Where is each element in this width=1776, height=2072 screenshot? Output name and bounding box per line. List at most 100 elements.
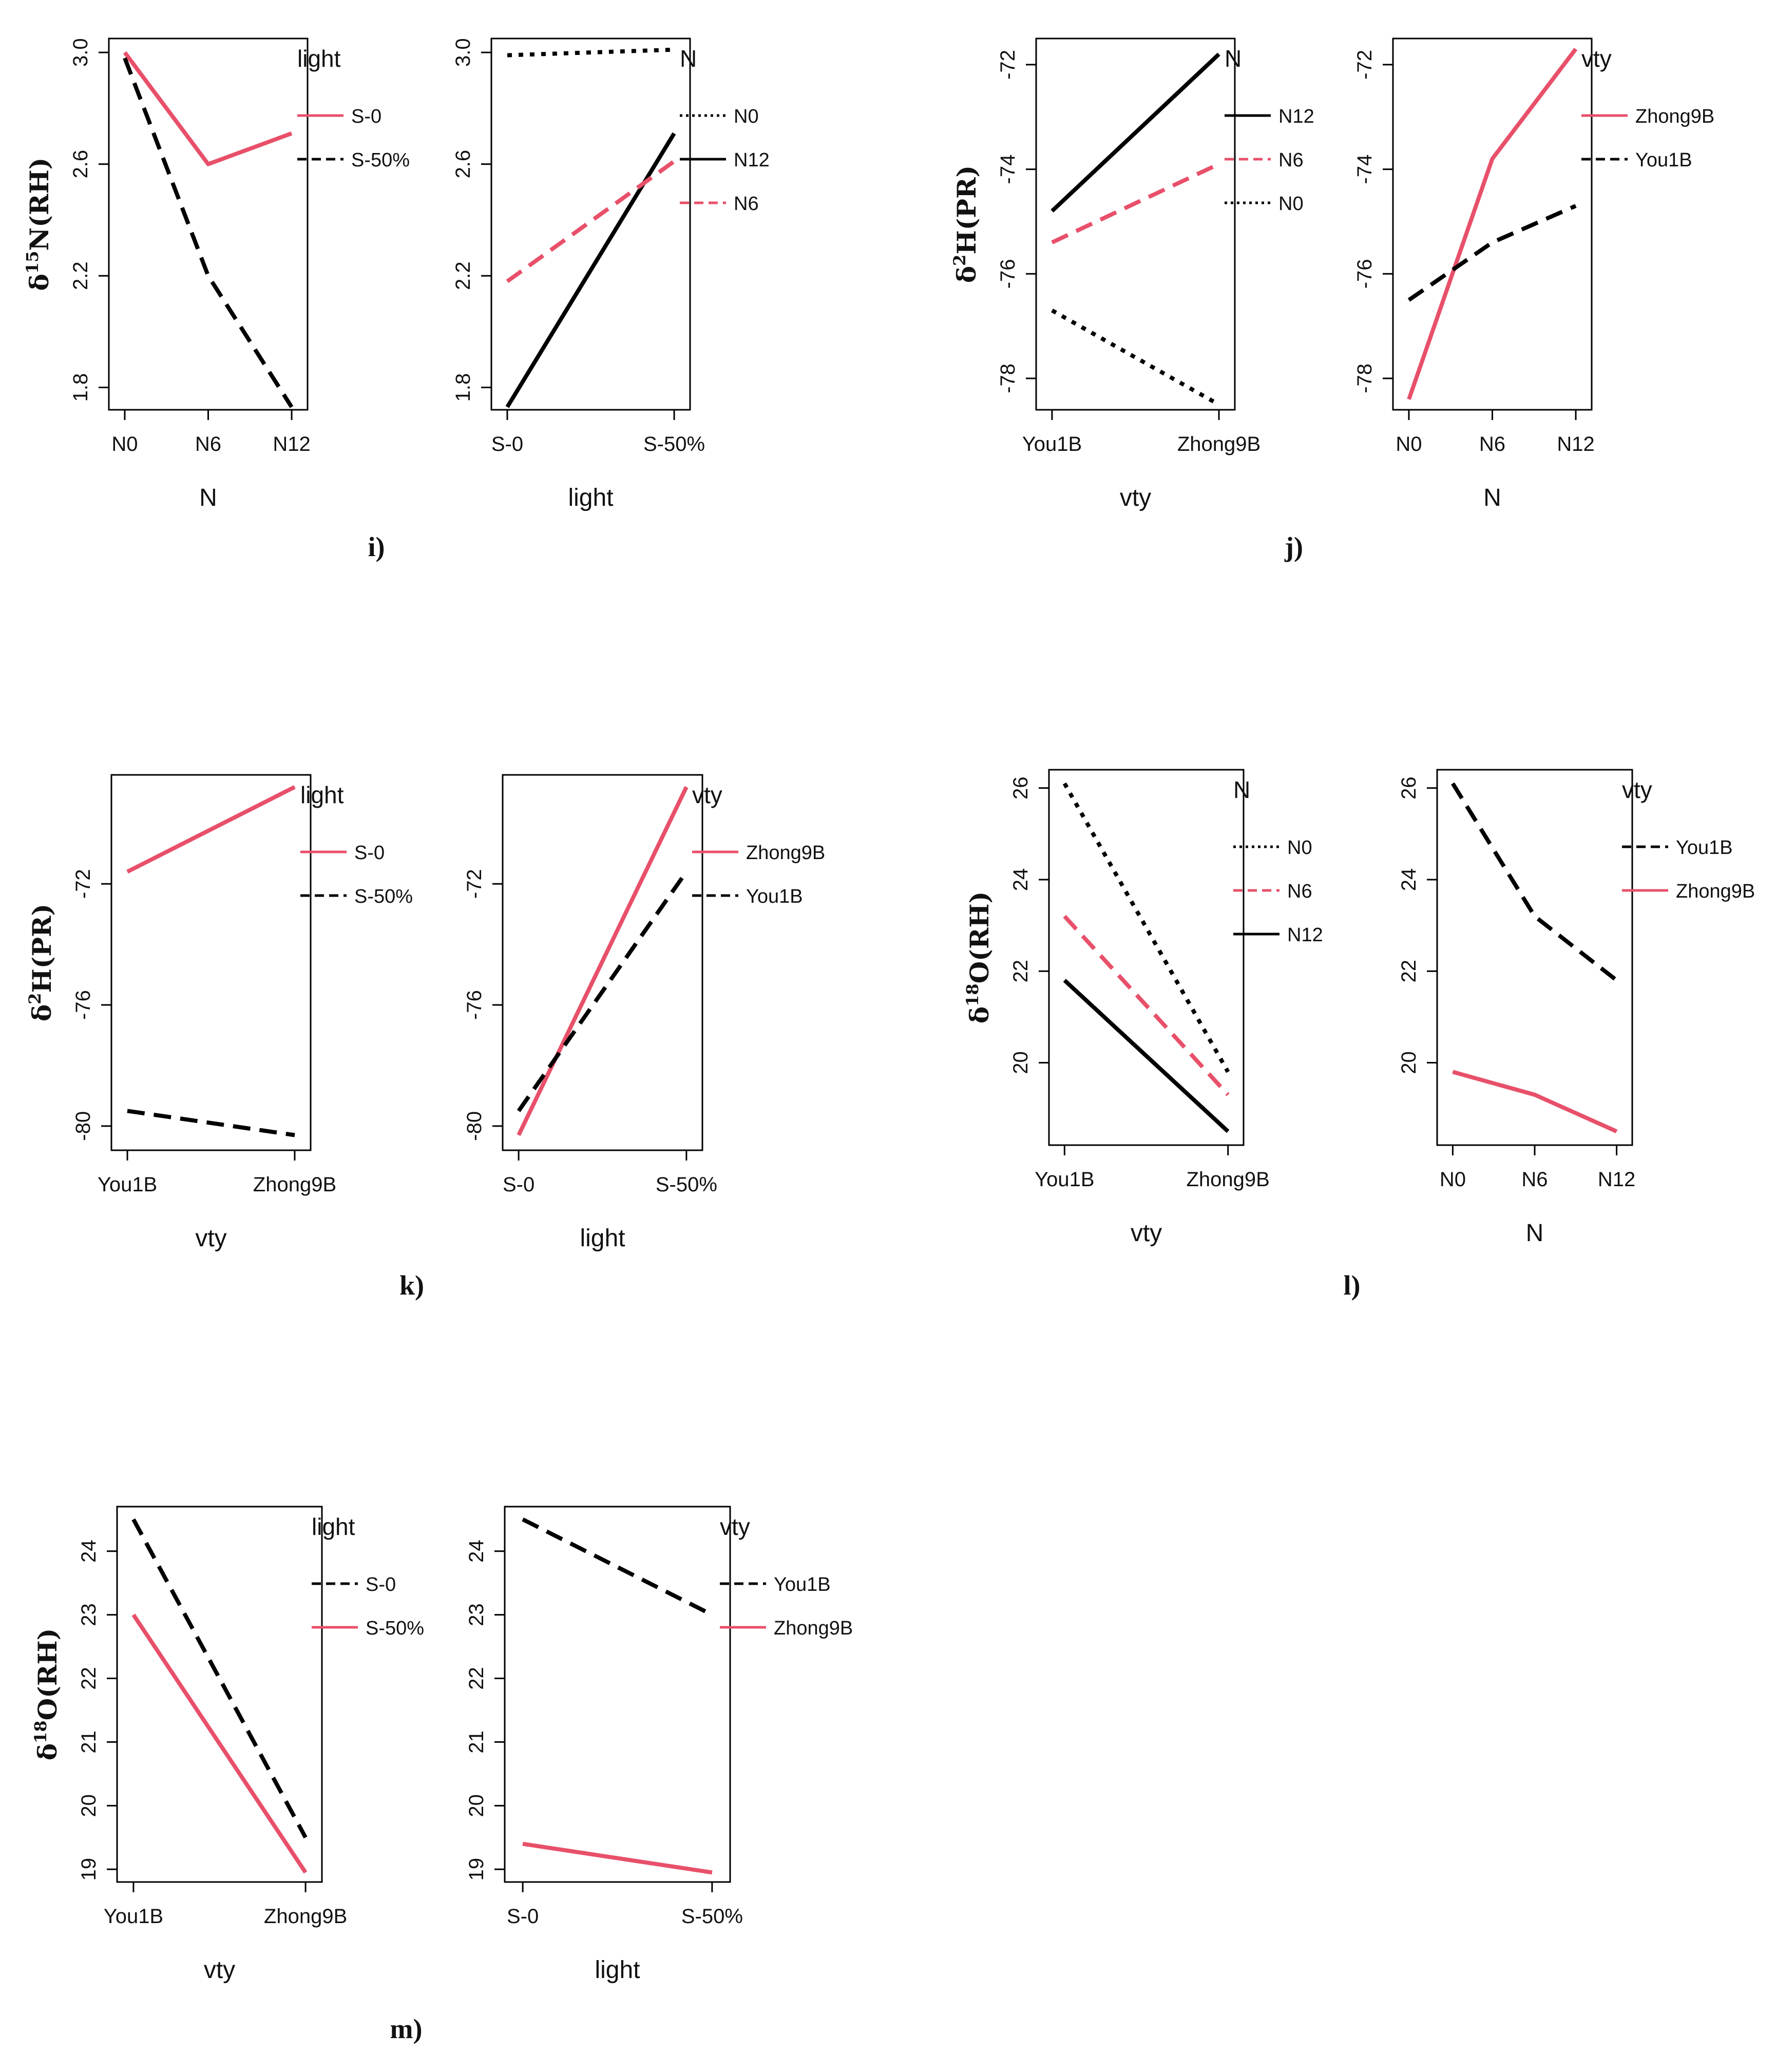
x-tick-label: S-0: [491, 433, 523, 455]
series-line-zhong9b: [522, 1841, 713, 1875]
y-tick-label: 24: [78, 1539, 100, 1563]
series-line-you1b: [522, 1517, 713, 1617]
panel-label-i: i): [368, 531, 385, 562]
x-axis-label: vty: [195, 1225, 226, 1252]
legend-label: Zhong9B: [1676, 881, 1755, 902]
legend-label: N6: [1287, 881, 1312, 902]
x-tick-label: N0: [111, 433, 138, 455]
legend-label: You1B: [1635, 149, 1692, 171]
plot-frame: [504, 1506, 731, 1883]
series-line-n0: [1051, 309, 1220, 407]
panel-label-j: j): [1284, 531, 1303, 562]
y-tick-label: -72: [72, 869, 94, 899]
legend-label: N6: [1278, 149, 1304, 171]
series-line-you1b: [1407, 204, 1577, 302]
legend-label: You1B: [1676, 837, 1733, 859]
y-tick-label: 20: [78, 1794, 100, 1817]
x-tick-label: You1B: [1022, 433, 1082, 455]
y-tick-label: -74: [1353, 155, 1376, 184]
legend-title: vty: [1622, 776, 1652, 803]
x-tick-label: N6: [1521, 1168, 1548, 1191]
x-axis-label: N: [1483, 484, 1501, 511]
x-axis-label: N: [1526, 1220, 1544, 1247]
y-tick-label: -76: [1353, 259, 1376, 289]
y-tick-label: -78: [997, 364, 1019, 393]
chart-2: 1.8 2.2 2.6 3.0 S-0 S-50% light N N0 N12 N6: [452, 37, 770, 511]
x-tick-label: N12: [273, 433, 310, 455]
y-tick-label: 21: [465, 1731, 488, 1754]
legend-label: Zhong9B: [746, 842, 825, 864]
y-tick-label: 26: [1009, 776, 1032, 800]
y-axis-label: δ2H(PR): [950, 165, 982, 283]
series-line-n0: [507, 47, 675, 58]
y-axis-label: δ2H(PR): [25, 904, 57, 1021]
legend-label: S-0: [351, 106, 381, 127]
y-tick-label: 24: [1009, 868, 1032, 891]
legend-label: You1B: [746, 886, 803, 907]
x-tick-label: N12: [1598, 1168, 1635, 1191]
legend-label: S-0: [366, 1574, 396, 1595]
y-tick-label: 2.6: [452, 150, 474, 179]
y-tick-label: 26: [1398, 776, 1420, 800]
series-line-n6: [1051, 162, 1220, 244]
y-tick-label: -80: [72, 1111, 94, 1141]
y-axis-label: δ18O(RH): [963, 891, 995, 1024]
chart-10: 19 20 21 22 23 24 S-0 S-50% light vty You1B Zhong9B: [465, 1506, 853, 1984]
series-line-zhong9b: [517, 786, 689, 1136]
x-tick-label: S-50%: [656, 1173, 717, 1196]
y-tick-label: 20: [1009, 1051, 1032, 1074]
x-axis-label: light: [580, 1225, 625, 1252]
x-tick-label: You1B: [1035, 1168, 1094, 1191]
plot-frame: [502, 774, 703, 1151]
y-axis-label: δ15N(RH): [23, 158, 54, 291]
y-tick-label: 23: [78, 1603, 100, 1626]
series-line-s-0: [131, 1518, 308, 1839]
legend-title: light: [297, 45, 341, 72]
series-line-s-0: [123, 51, 293, 166]
y-tick-label: -76: [72, 990, 94, 1020]
chart-7: 20 22 24 26 You1B Zhong9B vty δ18O(RH) N N0 N6 N12: [963, 769, 1323, 1247]
y-tick-label: -72: [997, 50, 1019, 80]
y-tick-label: 23: [465, 1603, 488, 1626]
y-tick-label: 2.2: [452, 261, 474, 290]
x-tick-label: S-50%: [681, 1905, 743, 1928]
plot-frame: [110, 774, 312, 1151]
legend-label: S-50%: [354, 886, 413, 907]
y-tick-label: 2.6: [69, 150, 92, 179]
legend-label: S-50%: [366, 1618, 424, 1639]
y-tick-label: 3.0: [69, 38, 92, 67]
x-tick-label: N6: [1479, 433, 1505, 455]
legend-label: Zhong9B: [774, 1618, 853, 1639]
y-tick-label: -74: [997, 155, 1019, 184]
chart-5: -80 -76 -72 You1B Zhong9B vty δ2H(PR) light S-0 S…: [25, 774, 413, 1252]
x-axis-label: light: [568, 484, 613, 511]
x-axis-label: light: [595, 1956, 640, 1984]
x-axis-label: vty: [204, 1956, 235, 1984]
legend-title: vty: [720, 1513, 750, 1540]
legend-label: N0: [734, 106, 759, 127]
y-tick-label: 20: [465, 1794, 488, 1817]
chart-9: 19 20 21 22 23 24 You1B Zhong9B vty δ18O(RH) light…: [31, 1506, 424, 1984]
x-tick-label: Zhong9B: [1177, 433, 1261, 455]
series-line-s-0: [126, 785, 296, 874]
y-tick-label: 22: [78, 1667, 100, 1690]
series-line-you1b: [1450, 782, 1618, 982]
legend-label: N12: [1278, 106, 1314, 127]
legend-label: N0: [1278, 193, 1304, 215]
series-line-zhong9b: [1407, 47, 1578, 400]
series-line-n6: [1063, 915, 1230, 1096]
legend-label: N0: [1287, 837, 1312, 859]
series-line-s-50-: [127, 1109, 295, 1137]
y-tick-label: 1.8: [452, 373, 474, 402]
legend-title: light: [312, 1513, 355, 1540]
plot-frame: [1048, 769, 1245, 1146]
x-tick-label: S-0: [503, 1173, 534, 1196]
y-tick-label: 19: [465, 1858, 488, 1881]
legend-title: N: [680, 45, 697, 72]
series-line-n6: [506, 159, 676, 283]
x-axis-label: vty: [1131, 1220, 1162, 1247]
plot-frame: [1436, 769, 1633, 1146]
